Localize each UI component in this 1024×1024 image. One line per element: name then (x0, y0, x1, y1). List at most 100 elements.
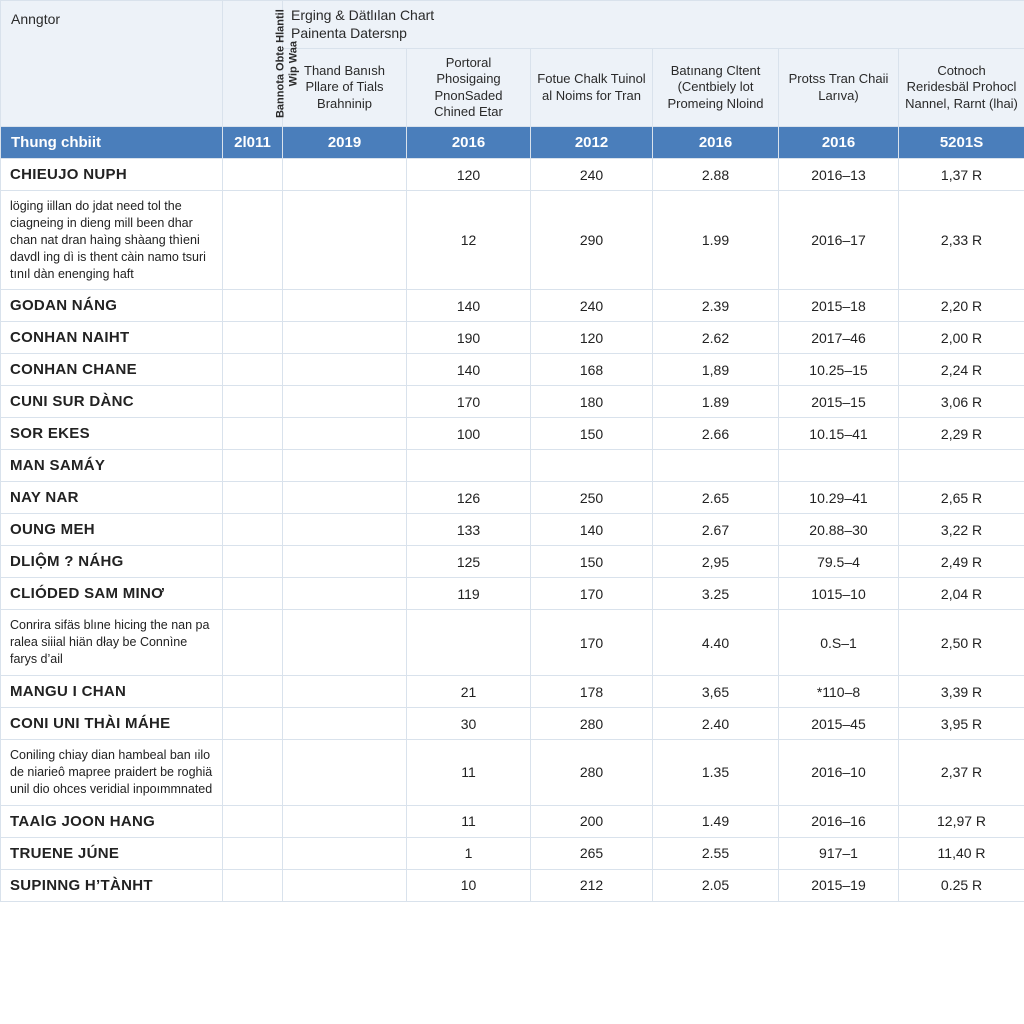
row-desc: löging iillan do jdat need tol the ciagn… (1, 191, 223, 290)
cell-c3: 11 (407, 805, 531, 837)
cell-c4: 240 (531, 159, 653, 191)
section-year-6: 5201S (899, 127, 1024, 159)
cell-c1 (223, 676, 283, 708)
cell-c3: 120 (407, 159, 531, 191)
cell-c4: 240 (531, 290, 653, 322)
cell-c7: 2,04 R (899, 578, 1024, 610)
cell-c5: 2.67 (653, 514, 779, 546)
cell-c2 (283, 676, 407, 708)
cell-c5: 2.05 (653, 869, 779, 901)
cell-c6: 2015–19 (779, 869, 899, 901)
table-row: OUNG MEH1331402.6720.88–303,22 R (1, 514, 1024, 546)
header-sub-1: Portoral Phosigaing PnonSaded Chined Eta… (407, 49, 531, 127)
row-name: DLIỘM ? NÁHG (1, 546, 223, 578)
cell-c5: 1.89 (653, 386, 779, 418)
table-row: SOR EKES1001502.6610.15–412,29 R (1, 418, 1024, 450)
cell-c4: 280 (531, 740, 653, 806)
cell-c1 (223, 740, 283, 806)
cell-c1 (223, 354, 283, 386)
cell-c5: 4.40 (653, 610, 779, 676)
cell-c2 (283, 869, 407, 901)
row-name: CONI UNI THÀI MÁHE (1, 708, 223, 740)
cell-c2 (283, 610, 407, 676)
table-row: GODAN NÁNG1402402.392015–182,20 R (1, 290, 1024, 322)
cell-c7: 3,22 R (899, 514, 1024, 546)
table-row: Coniling chiay dian hambeal ban ıilo de … (1, 740, 1024, 806)
cell-c6: 2016–16 (779, 805, 899, 837)
cell-c4: 250 (531, 482, 653, 514)
cell-c6: 79.5–4 (779, 546, 899, 578)
cell-c7: 2,29 R (899, 418, 1024, 450)
cell-c6: 917–1 (779, 837, 899, 869)
section-label: Thung chbiit (1, 127, 223, 159)
cell-c3 (407, 610, 531, 676)
section-year-0: 2l011 (223, 127, 283, 159)
header-sub-4: Protss Tran Chaii Larıva) (779, 49, 899, 127)
cell-c4: 212 (531, 869, 653, 901)
cell-c3: 140 (407, 354, 531, 386)
cell-c7: 3,06 R (899, 386, 1024, 418)
cell-c3: 30 (407, 708, 531, 740)
cell-c5: 2.55 (653, 837, 779, 869)
header-annigtor: Anngtor (1, 1, 223, 127)
cell-c6: 2017–46 (779, 322, 899, 354)
cell-c7: 0.25 R (899, 869, 1024, 901)
cell-c5: 2.40 (653, 708, 779, 740)
cell-c7: 2,50 R (899, 610, 1024, 676)
section-year-5: 2016 (779, 127, 899, 159)
cell-c3: 119 (407, 578, 531, 610)
data-table: Anngtor Bannota Obte Hlantil Wip Waa Erg… (0, 0, 1024, 902)
cell-c1 (223, 450, 283, 482)
cell-c4: 120 (531, 322, 653, 354)
cell-c3: 12 (407, 191, 531, 290)
cell-c1 (223, 191, 283, 290)
cell-c2 (283, 450, 407, 482)
cell-c5: 2.65 (653, 482, 779, 514)
cell-c4: 280 (531, 708, 653, 740)
table-row: MANGU I CHAN211783,65*110–83,39 R (1, 676, 1024, 708)
cell-c2 (283, 322, 407, 354)
row-name: CHIEUJO NUPH (1, 159, 223, 191)
table-body: Thung chbiit2l01120192016201220162016520… (1, 127, 1024, 902)
cell-c1 (223, 418, 283, 450)
cell-c6: 2016–17 (779, 191, 899, 290)
table-row: CUNI SUR DÀNC1701801.892015–153,06 R (1, 386, 1024, 418)
cell-c7 (899, 450, 1024, 482)
table-row: SUPINNG H’TÀNHT102122.052015–190.25 R (1, 869, 1024, 901)
header-rotated: Bannota Obte Hlantil Wip Waa (223, 1, 283, 127)
cell-c2 (283, 837, 407, 869)
table-row: CHIEUJO NUPH1202402.882016–131,37 R (1, 159, 1024, 191)
cell-c2 (283, 354, 407, 386)
section-year-1: 2019 (283, 127, 407, 159)
cell-c4: 150 (531, 418, 653, 450)
header-group: Erging & Dätlılan Chart Painenta Datersn… (283, 1, 1024, 49)
cell-c6: 10.29–41 (779, 482, 899, 514)
row-name: CUNI SUR DÀNC (1, 386, 223, 418)
header-sub-0: Thand Banısh Pllare of Tials Brahninip (283, 49, 407, 127)
table-row: CLIÓDED SAM MINƠ1191703.251015–102,04 R (1, 578, 1024, 610)
cell-c3: 170 (407, 386, 531, 418)
row-name: TAAlG JOON HANG (1, 805, 223, 837)
cell-c5: 1.99 (653, 191, 779, 290)
cell-c3: 140 (407, 290, 531, 322)
row-name: CONHAN CHANE (1, 354, 223, 386)
cell-c2 (283, 805, 407, 837)
row-name: CLIÓDED SAM MINƠ (1, 578, 223, 610)
row-name: GODAN NÁNG (1, 290, 223, 322)
cell-c7: 3,95 R (899, 708, 1024, 740)
row-name: SUPINNG H’TÀNHT (1, 869, 223, 901)
cell-c6: 2015–18 (779, 290, 899, 322)
cell-c1 (223, 805, 283, 837)
cell-c2 (283, 386, 407, 418)
table-row: MAN SAMÁY (1, 450, 1024, 482)
cell-c1 (223, 708, 283, 740)
cell-c5: 3,65 (653, 676, 779, 708)
header-sub-2: Fotue Chalk Tuinol al Noims for Tran (531, 49, 653, 127)
cell-c7: 11,40 R (899, 837, 1024, 869)
cell-c7: 3,39 R (899, 676, 1024, 708)
table-header: Anngtor Bannota Obte Hlantil Wip Waa Erg… (1, 1, 1024, 127)
cell-c7: 2,33 R (899, 191, 1024, 290)
table-row: Conrira sifäs b‍lıne hicing the nan pa r… (1, 610, 1024, 676)
cell-c6: 20.88–30 (779, 514, 899, 546)
cell-c5: 2,95 (653, 546, 779, 578)
